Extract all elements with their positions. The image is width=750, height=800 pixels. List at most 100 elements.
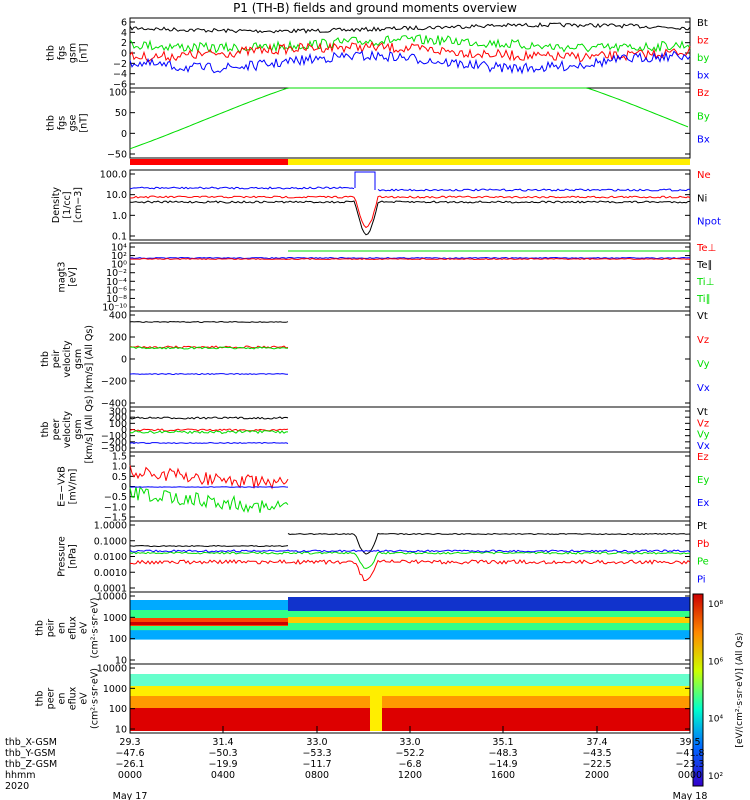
x-tick-label: 0000	[118, 770, 142, 781]
y-axis-label: [cm−3]	[73, 187, 84, 223]
y-axis-label: [km/s] (All Qs)	[84, 396, 95, 464]
x-tick-label: 29.3	[119, 737, 140, 748]
panel-fgs_gse	[129, 87, 691, 159]
y-tick-label: 0.0001	[94, 584, 127, 595]
legend-entry: bz	[697, 36, 709, 47]
legend-entry: Vz	[697, 418, 709, 429]
y-axis-label: [nT]	[79, 113, 90, 132]
legend-entry: Pt	[697, 521, 707, 532]
y-axis-label: [km/s] (All Qs)	[84, 325, 95, 393]
x-tick-label: −22.5	[582, 759, 611, 770]
legend-entry: Pe	[697, 557, 709, 568]
y-tick-label: 10.0	[106, 190, 127, 201]
spectrogram-band	[288, 597, 690, 611]
y-tick-label: −200	[101, 437, 127, 448]
legend-entry: Vz	[697, 335, 709, 346]
x-tick-label: 0800	[305, 770, 329, 781]
y-tick-label: −50	[107, 150, 127, 161]
legend-entry: Ni	[697, 193, 707, 204]
x-tick-label: 31.4	[212, 737, 233, 748]
legend-entry: Te⊥	[696, 243, 716, 254]
y-tick-label: −2	[113, 59, 127, 70]
legend-entry: Ne	[697, 170, 711, 181]
legend-entry: bx	[697, 71, 709, 82]
y-axis-label: thb	[35, 620, 46, 636]
y-tick-label: 0	[121, 355, 127, 366]
series-bx	[129, 50, 691, 75]
x-tick-label: −48.3	[488, 748, 517, 759]
x-tick-label: 37.4	[586, 737, 607, 748]
x-row-label: thb_X-GSM	[5, 737, 57, 748]
legend-entry: Vt	[697, 311, 708, 322]
y-tick-label: −200	[101, 377, 127, 388]
y-tick-label: 100	[109, 88, 127, 99]
series-Pe	[129, 551, 691, 570]
x-tick-label: −50.3	[208, 748, 237, 759]
y-tick-label: 1.5	[112, 452, 127, 463]
panel-frame	[129, 169, 691, 241]
legend-entry: Pb	[697, 539, 709, 550]
y-tick-label: 0	[121, 49, 127, 60]
panel-peir_spec	[129, 591, 691, 665]
y-axis-label: en	[57, 693, 68, 705]
y-axis-label: Pressure	[57, 536, 68, 577]
y-axis-label: thb	[46, 45, 57, 61]
series-Pi	[129, 549, 691, 553]
y-tick-label: −400	[101, 399, 127, 410]
series-Npot	[129, 186, 355, 190]
series-Npot	[377, 188, 691, 192]
y-tick-label: 1.0	[112, 211, 127, 222]
legend-entry: Bz	[697, 88, 709, 99]
legend-entry: By	[697, 111, 710, 122]
y-tick-label: 50	[115, 108, 127, 119]
y-tick-label: −1.0	[104, 502, 127, 513]
legend-entry: Ti∥	[696, 294, 711, 305]
legend-entry: by	[697, 53, 709, 64]
panel-frame	[129, 520, 691, 593]
y-axis-label: (cm²·s·sr·eV)	[90, 598, 101, 659]
panel-pressure	[129, 520, 691, 593]
x-row-label: hhmm	[5, 770, 36, 781]
x-tick-label: 2000	[585, 770, 609, 781]
y-tick-label: 10⁻¹⁰	[102, 303, 127, 314]
panel-peir_vel	[129, 310, 691, 408]
y-tick-label: −100	[101, 431, 127, 442]
x-row-label: 2020	[5, 781, 29, 792]
y-axis-label: peir	[46, 619, 57, 638]
legend-entry: Vx	[697, 383, 710, 394]
x-date-label: May 17	[113, 791, 148, 800]
colorbar-label: [eV/(cm²·s·sr·eV)] (All Qs)	[735, 632, 745, 747]
panel-frame	[129, 406, 691, 453]
x-tick-label: 33.0	[399, 737, 420, 748]
y-tick-label: 10⁻⁶	[106, 285, 127, 296]
spectrogram-band	[130, 622, 288, 625]
x-tick-label: −47.6	[115, 748, 144, 759]
y-tick-label: 10²	[111, 251, 127, 262]
series-Tperp	[130, 257, 691, 261]
spectrogram-band	[130, 696, 690, 710]
y-tick-label: −300	[101, 444, 127, 455]
y-axis-label: gsm	[73, 419, 84, 439]
series-bz	[129, 41, 691, 63]
y-tick-label: −0.5	[104, 492, 127, 503]
panel-frame	[129, 87, 691, 159]
y-axis-label: thb	[35, 691, 46, 707]
y-tick-label: 1.0000	[94, 521, 127, 532]
legend-entry: Vy	[697, 359, 710, 370]
y-axis-label: [mV/m]	[68, 469, 79, 505]
legend-entry: Ti⊥	[696, 277, 714, 288]
panel-frame	[129, 242, 691, 312]
x-tick-label: −11.7	[302, 759, 331, 770]
x-tick-label: 1200	[398, 770, 422, 781]
spectrogram-band	[130, 708, 690, 731]
y-tick-label: 100	[109, 634, 127, 645]
legend-entry: Vt	[697, 407, 708, 418]
series-Vt	[129, 416, 289, 420]
series-Vy	[129, 429, 288, 435]
chart-title: P1 (TH-B) fields and ground moments over…	[233, 1, 517, 15]
y-tick-label: 10⁻⁴	[106, 277, 127, 288]
panel-peer_spec	[129, 663, 691, 734]
y-tick-label: −1.5	[104, 513, 127, 524]
y-tick-label: 100	[109, 704, 127, 715]
y-axis-label: (cm²·s·sr·eV)	[90, 668, 101, 729]
